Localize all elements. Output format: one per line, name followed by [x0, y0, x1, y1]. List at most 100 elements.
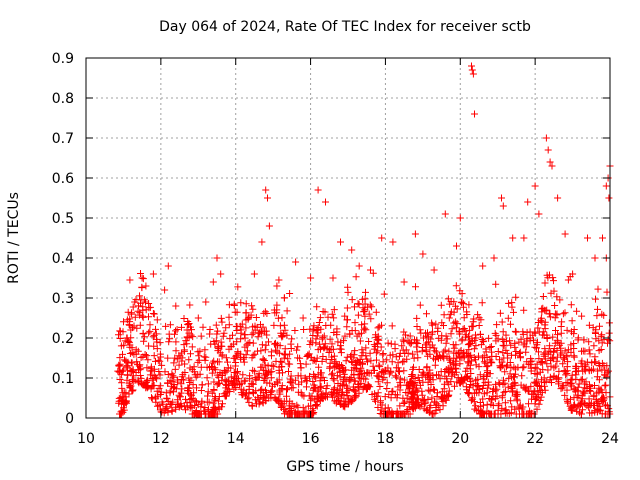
- data-point: [494, 348, 502, 355]
- data-point: [335, 397, 343, 405]
- data-point: [220, 329, 228, 337]
- data-point: [384, 339, 392, 347]
- data-point: [204, 388, 212, 396]
- data-point: [426, 409, 434, 417]
- data-point: [512, 328, 520, 336]
- data-point: [578, 395, 586, 403]
- data-point: [230, 369, 238, 376]
- data-point: [517, 381, 525, 389]
- data-point: [341, 332, 349, 340]
- data-point: [561, 355, 568, 363]
- data-point: [580, 336, 588, 344]
- data-point: [538, 305, 546, 313]
- data-point: [177, 389, 185, 397]
- data-point: [249, 380, 257, 388]
- data-point: [351, 327, 359, 335]
- data-point: [500, 376, 507, 384]
- data-point: [432, 404, 440, 411]
- data-point: [553, 311, 561, 318]
- data-point: [184, 318, 192, 325]
- data-point: [419, 250, 427, 258]
- data-point: [472, 361, 480, 369]
- data-point: [210, 357, 218, 365]
- data-point: [544, 146, 552, 154]
- data-point: [262, 327, 270, 335]
- data-point: [158, 398, 166, 406]
- data-points: [114, 62, 614, 418]
- data-point: [163, 404, 171, 412]
- data-point: [463, 308, 471, 316]
- data-point: [602, 381, 610, 389]
- data-point: [241, 331, 249, 339]
- data-point: [261, 308, 269, 316]
- data-point: [150, 342, 158, 350]
- y-tick-label: 0.3: [52, 291, 74, 307]
- data-point: [440, 385, 448, 393]
- data-point: [137, 270, 144, 277]
- data-point: [473, 389, 481, 397]
- data-point: [460, 348, 468, 356]
- data-point: [542, 134, 550, 142]
- data-point: [243, 389, 250, 397]
- data-point: [313, 303, 321, 311]
- data-point: [126, 383, 134, 391]
- data-point: [458, 290, 466, 298]
- data-point: [424, 329, 431, 337]
- data-point: [567, 395, 574, 403]
- data-point: [225, 301, 233, 309]
- data-point: [535, 210, 543, 218]
- data-point: [310, 384, 318, 392]
- data-point: [183, 403, 191, 411]
- data-point: [288, 335, 296, 343]
- data-point: [350, 370, 358, 378]
- chart-title: Day 064 of 2024, Rate Of TEC Index for r…: [159, 19, 531, 35]
- data-point: [189, 333, 197, 341]
- data-point: [451, 382, 458, 390]
- data-point: [501, 399, 509, 407]
- data-point: [276, 322, 284, 330]
- data-point: [374, 378, 382, 386]
- data-point: [143, 382, 151, 389]
- data-point: [187, 331, 195, 339]
- data-point: [550, 364, 558, 372]
- data-point: [440, 348, 448, 356]
- data-point: [193, 384, 200, 392]
- data-point: [209, 278, 217, 286]
- data-point: [511, 343, 519, 351]
- data-point: [213, 254, 221, 262]
- data-point: [242, 300, 250, 308]
- data-point: [562, 371, 570, 379]
- data-point: [533, 360, 541, 368]
- data-point: [165, 330, 173, 338]
- axis-ticks: 10 12 14 16 18 20 22 24 0 0.1 0.2 0.3 0.4 0.5 0.6 0.7 0.…: [52, 51, 619, 447]
- data-point: [275, 376, 283, 384]
- data-point: [605, 319, 613, 327]
- data-point: [204, 392, 211, 400]
- data-point: [520, 339, 528, 347]
- data-point: [550, 287, 558, 295]
- data-point: [405, 339, 413, 347]
- data-point: [136, 361, 144, 369]
- data-point: [420, 334, 427, 342]
- data-point: [522, 383, 530, 391]
- data-point: [157, 353, 165, 361]
- data-point: [510, 373, 517, 381]
- data-point: [367, 357, 375, 365]
- data-point: [415, 366, 423, 373]
- data-point: [342, 357, 350, 365]
- data-point: [137, 379, 145, 387]
- data-point: [520, 410, 528, 418]
- data-point: [539, 293, 547, 300]
- data-point: [432, 320, 440, 328]
- data-point: [538, 383, 546, 390]
- data-point: [492, 280, 500, 288]
- data-point: [115, 361, 123, 369]
- data-point: [466, 326, 474, 334]
- data-point: [327, 346, 335, 353]
- data-point: [135, 302, 142, 310]
- data-point: [507, 341, 515, 349]
- data-point: [146, 327, 154, 335]
- data-point: [500, 342, 508, 350]
- data-point: [541, 279, 549, 287]
